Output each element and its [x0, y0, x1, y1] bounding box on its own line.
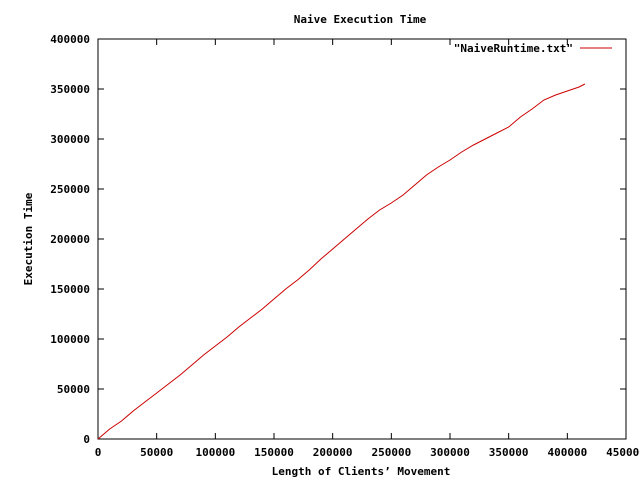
y-tick-label: 150000 — [50, 283, 90, 296]
x-tick-label: 100000 — [195, 446, 235, 459]
x-tick-label: 50000 — [140, 446, 173, 459]
series-line — [97, 83, 586, 440]
y-tick-label: 100000 — [50, 333, 90, 346]
y-tick-label: 400000 — [50, 33, 90, 46]
x-tick-label: 250000 — [371, 446, 411, 459]
chart-title: Naive Execution Time — [294, 13, 427, 26]
x-tick-label: 400000 — [547, 446, 587, 459]
legend: "NaiveRuntime.txt" — [454, 42, 612, 55]
legend-label: "NaiveRuntime.txt" — [454, 42, 573, 55]
x-tick-label: 350000 — [489, 446, 529, 459]
y-tick-label: 0 — [83, 433, 90, 446]
x-tick-label: 200000 — [313, 446, 353, 459]
y-tick-label: 250000 — [50, 183, 90, 196]
y-tick-label: 50000 — [57, 383, 90, 396]
x-tick-label: 150000 — [254, 446, 294, 459]
y-axis-label: Execution Time — [22, 192, 35, 285]
y-tick-label: 200000 — [50, 233, 90, 246]
y-tick-label: 300000 — [50, 133, 90, 146]
x-tick-label: 0 — [95, 446, 102, 459]
y-tick-label: 350000 — [50, 83, 90, 96]
x-axis-label: Length of Clients’ Movement — [272, 465, 451, 478]
x-tick-label: 300000 — [430, 446, 470, 459]
